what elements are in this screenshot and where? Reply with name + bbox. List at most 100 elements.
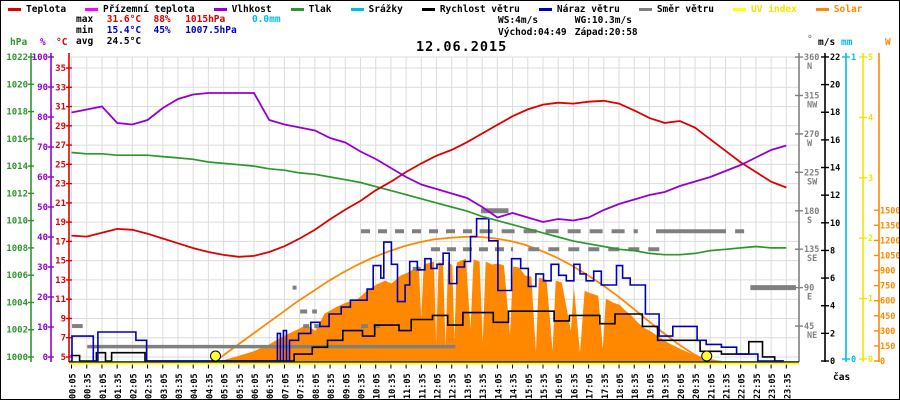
svg-text:70: 70 [37,143,48,153]
stats-min-row: min 15.4°C 45% 1007.5hPa [76,25,281,36]
svg-text:1016: 1016 [6,135,28,145]
svg-text:03:35: 03:35 [175,373,185,399]
svg-text:m/s: m/s [818,37,835,48]
svg-text:01:05: 01:05 [99,373,109,399]
legend-swatch [815,8,829,11]
svg-text:07:05: 07:05 [281,373,291,399]
svg-text:21:35: 21:35 [722,373,732,399]
svg-text:23:05: 23:05 [768,373,778,399]
sun-markers [210,350,713,362]
svg-text:16:05: 16:05 [555,373,565,399]
svg-text:0: 0 [880,357,885,367]
svg-text:0: 0 [868,355,873,365]
svg-text:5: 5 [61,353,66,363]
svg-text:00:05: 00:05 [69,373,79,399]
svg-text:13: 13 [55,276,66,286]
stats-max-pressure: 1015hPa [185,14,226,25]
svg-text:W: W [885,37,891,48]
svg-text:12:35: 12:35 [449,373,459,399]
svg-text:900: 900 [880,267,895,277]
svg-text:13:35: 13:35 [479,373,489,399]
svg-text:20: 20 [830,81,840,91]
legend-label: UV index [751,4,797,15]
svg-text:600: 600 [880,297,895,307]
svg-text:3: 3 [868,174,873,184]
svg-text:06:35: 06:35 [266,373,276,399]
series-temperature [71,99,787,258]
svg-text:360: 360 [804,53,819,63]
svg-text:29: 29 [55,122,66,132]
time-axis: 00:05 00:35 01:05 01:35 02:05 02:35 03:05 03:35… [69,364,793,399]
svg-text:33: 33 [55,83,66,93]
svg-text:1: 1 [851,53,856,63]
svg-text:07:35: 07:35 [297,373,307,399]
sunset-stat: Západ:20:58 [574,27,638,38]
svg-text:01:35: 01:35 [114,373,124,399]
legend-item-4: Tlak [290,4,332,15]
svg-text:02:05: 02:05 [129,373,139,399]
series-pressure [71,151,787,256]
legend-item-5: Srážky [350,4,403,15]
legend-item-1: Teplota [8,4,66,15]
wind-sun-stats: WS:4m/s WG:10.3m/s Východ:04:49 Západ:20… [498,15,638,39]
legend-item-8: Směr větru [638,4,714,15]
svg-text:19: 19 [55,218,66,228]
svg-text:15:35: 15:35 [540,373,550,399]
svg-text:05:35: 05:35 [236,373,246,399]
svg-text:1: 1 [868,295,873,305]
svg-text:60: 60 [37,173,48,183]
svg-text:SE: SE [807,254,817,264]
svg-text:02:35: 02:35 [145,373,155,399]
stats-avg-label: avg [76,36,94,47]
svg-text:19:05: 19:05 [646,373,656,399]
svg-text:750: 750 [880,282,895,292]
svg-text:1002: 1002 [6,326,28,336]
stats-avg-temp: 24.5°C [106,36,142,47]
wind-speed-stat: WS:4m/s [498,15,539,26]
svg-text:21: 21 [55,199,66,209]
svg-text:45: 45 [804,322,814,332]
legend-item-9: UV index [733,4,797,15]
sunrise-stat: Východ:04:49 [498,27,567,38]
stats-max-humidity: 88% [153,14,171,25]
legend-swatch [85,8,99,11]
svg-text:20: 20 [37,293,48,303]
svg-text:1020: 1020 [6,80,28,90]
axis-uv: 5 4 3 2 1 0 [859,53,873,365]
legend-swatch [638,8,652,11]
svg-text:05:05: 05:05 [221,373,231,399]
legend-swatch [538,8,552,11]
svg-text:1012: 1012 [6,189,28,199]
svg-text:12: 12 [830,191,840,201]
stats-max-label: max [76,14,94,25]
series-wind-direction [72,208,796,349]
svg-text:%: % [40,37,46,48]
legend-item-3: Vlhkost [213,4,272,15]
stats-rain-total: 0.0mm [251,14,281,25]
wind-gust-stat: WG:10.3m/s [574,15,632,26]
legend-item-2: Přízemní teplota [85,4,195,15]
stats-min-label: min [76,25,94,36]
svg-text:10:35: 10:35 [388,373,398,399]
svg-text:1018: 1018 [6,108,28,118]
svg-text:15:05: 15:05 [525,373,535,399]
legend-item-10: Solar [815,4,862,15]
legend-swatch [290,8,304,11]
svg-text:14:35: 14:35 [510,373,520,399]
svg-text:09:35: 09:35 [357,373,367,399]
svg-text:09:05: 09:05 [342,373,352,399]
axis-degc: 35 33 31 29 27 25 23 21 19 17 15 13 11 9 7 5 °C [55,37,72,363]
stats-block: max 31.6°C 88% 1015hPa 0.0mm min 15.4°C … [76,14,281,47]
svg-text:20:35: 20:35 [692,373,702,399]
svg-text:17:35: 17:35 [601,373,611,399]
svg-text:1008: 1008 [6,244,28,254]
svg-text:27: 27 [55,141,66,151]
stats-max-temp: 31.6°C [106,14,142,25]
svg-text:100: 100 [32,53,48,63]
legend-swatch [421,8,435,11]
svg-text:6: 6 [830,274,835,284]
svg-text:S: S [807,216,812,226]
svg-text:300: 300 [880,327,895,337]
